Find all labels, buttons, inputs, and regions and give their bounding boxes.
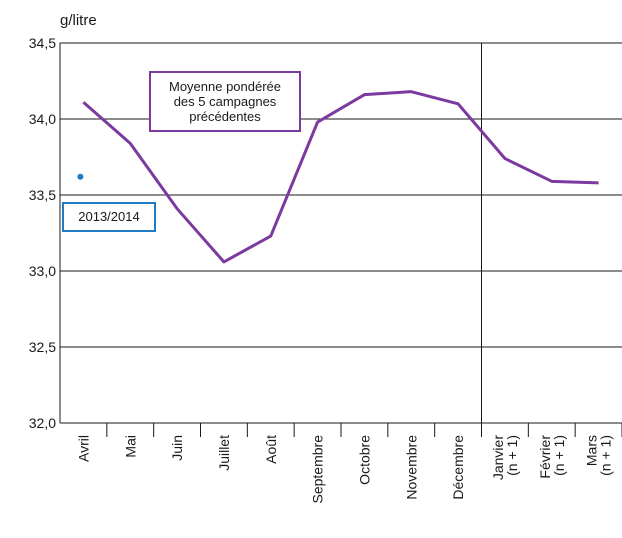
legend-weighted-average: Moyenne pondérée des 5 campagnes précéde… bbox=[149, 71, 301, 132]
x-tick-label: Août bbox=[263, 435, 279, 464]
x-tick-label-line: Janvier bbox=[490, 435, 506, 480]
legend-line: des 5 campagnes bbox=[173, 94, 277, 109]
grid-lines bbox=[60, 42, 622, 348]
x-tick-label: Avril bbox=[75, 435, 91, 462]
x-tick-label-line: Février bbox=[537, 435, 553, 479]
x-axis-tick-labels: Avril Mai Juin Juillet Août Septembre Octobre N… bbox=[75, 435, 613, 504]
x-tick-label-line: Juillet bbox=[216, 435, 232, 471]
x-tick-label: Mars(n + 1) bbox=[584, 435, 614, 476]
y-tick-label: 32,5 bbox=[29, 339, 56, 355]
x-tick-label-line: Septembre bbox=[310, 435, 326, 504]
x-tick-label: Mai bbox=[122, 435, 138, 458]
legend-line: précédentes bbox=[189, 109, 261, 124]
y-axis-unit-label: g/litre bbox=[60, 12, 97, 29]
y-axis-tick-labels: 32,0 32,5 33,0 33,5 34,0 34,5 bbox=[29, 35, 56, 431]
x-tick-label-line: Mars bbox=[584, 435, 600, 466]
x-tick-label: Juillet bbox=[216, 435, 232, 471]
y-tick-label: 34,0 bbox=[29, 111, 56, 127]
x-tick-label-line: (n + 1) bbox=[598, 435, 614, 476]
x-tick-label-line: Avril bbox=[75, 435, 91, 462]
legend-line: 2013/2014 bbox=[78, 209, 140, 224]
legend-2013-2014: 2013/2014 bbox=[62, 202, 156, 232]
x-tick-label-line: Novembre bbox=[403, 435, 419, 500]
y-tick-label: 34,5 bbox=[29, 35, 56, 51]
axes bbox=[59, 43, 622, 437]
y-tick-label: 33,0 bbox=[29, 263, 56, 279]
x-tick-label-line: Mai bbox=[122, 435, 138, 458]
x-tick-label-line: (n + 1) bbox=[551, 435, 567, 476]
x-tick-label: Décembre bbox=[450, 435, 466, 500]
y-tick-label: 32,0 bbox=[29, 415, 56, 431]
x-tick-label: Février(n + 1) bbox=[537, 435, 567, 479]
x-tick-label: Juin bbox=[169, 435, 185, 461]
x-tick-label: Septembre bbox=[310, 435, 326, 504]
x-tick-label: Novembre bbox=[403, 435, 419, 500]
y-tick-label: 33,5 bbox=[29, 187, 56, 203]
series-line-0 bbox=[82, 90, 599, 264]
x-tick-label-line: (n + 1) bbox=[504, 435, 520, 476]
x-tick-label-line: Août bbox=[263, 435, 279, 464]
x-tick-label-line: Octobre bbox=[356, 435, 372, 485]
series-layer bbox=[77, 90, 599, 264]
data-point-1 bbox=[77, 173, 84, 180]
x-tick-label: Janvier(n + 1) bbox=[490, 435, 520, 480]
x-tick-label-line: Décembre bbox=[450, 435, 466, 500]
x-tick-label: Octobre bbox=[356, 435, 372, 485]
x-tick-label-line: Juin bbox=[169, 435, 185, 461]
legend-line: Moyenne pondérée bbox=[168, 79, 282, 94]
